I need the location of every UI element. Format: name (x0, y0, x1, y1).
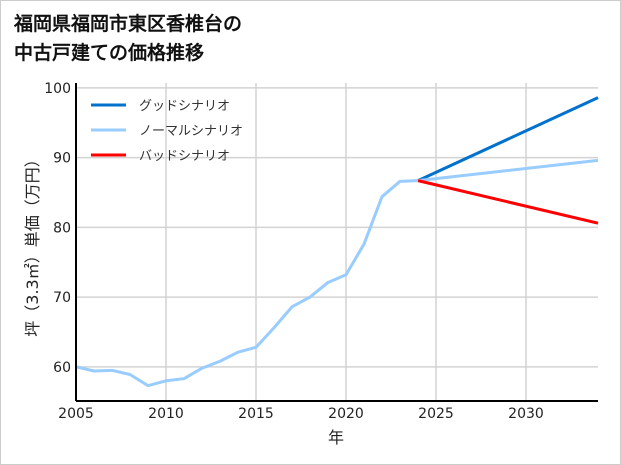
x-tick-label: 2015 (238, 406, 274, 422)
series-line-0 (417, 96, 599, 182)
y-tick-label: 90 (53, 151, 71, 167)
history-line (75, 179, 419, 388)
legend-label: グッドシナリオ (139, 99, 230, 114)
chart-title-line-2: 中古戸建ての価格推移 (14, 42, 205, 64)
y-tick-label: 80 (53, 220, 71, 236)
legend-label: ノーマルシナリオ (139, 124, 243, 139)
y-tick-label: 60 (53, 360, 71, 376)
x-axis-label: 年 (328, 428, 344, 447)
legend-label: バッドシナリオ (139, 149, 230, 164)
x-tick-label: 2010 (148, 406, 184, 422)
y-tick-label: 70 (53, 290, 71, 306)
series-line-2 (417, 179, 599, 225)
chart-title-line-1: 福岡県福岡市東区香椎台の (14, 13, 243, 35)
y-tick-label: 100 (44, 81, 71, 97)
series-line-1 (417, 158, 599, 183)
x-tick-label: 2030 (508, 406, 544, 422)
x-tick-label: 2025 (418, 406, 454, 422)
y-axis-label: 坪（3.3㎡）単価（万円） (23, 151, 42, 336)
x-tick-label: 2020 (328, 406, 364, 422)
x-tick-label: 2005 (58, 406, 94, 422)
